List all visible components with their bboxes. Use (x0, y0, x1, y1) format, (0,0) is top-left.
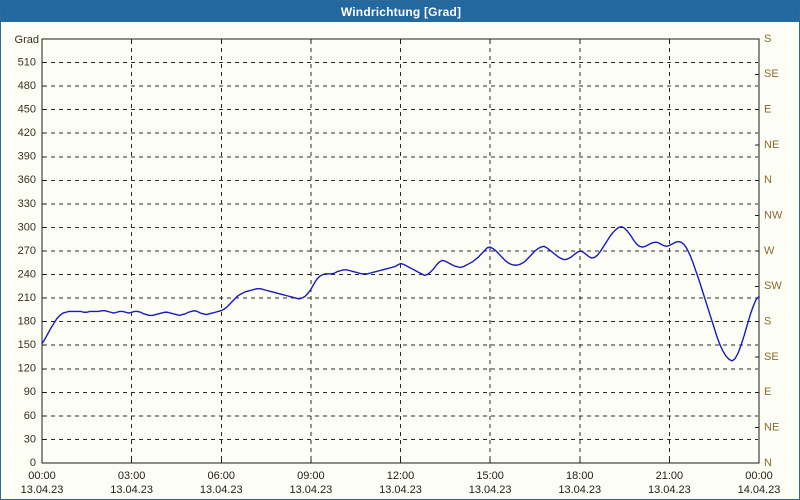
compass-tick-label: N (764, 174, 772, 186)
compass-tick-label: S (764, 316, 771, 328)
x-axis-date-label: 13.04.23 (558, 484, 601, 496)
x-axis-labels: 00:00 13.04.23 03:00 13.04.23 06:00 13.04.23 0… (21, 470, 781, 496)
chart-canvas: 0 30 60 90 120 150 180 210 240 270 300 330 360 390 420… (1, 22, 799, 499)
x-axis-date-label: 13.04.23 (289, 484, 332, 496)
y-axis-tick-label: 0 (30, 457, 36, 469)
y-axis-tick-label: 150 (18, 339, 36, 351)
compass-tick-label: NW (764, 210, 783, 222)
compass-tick-label: SW (764, 280, 782, 292)
y-axis-tick-label: 300 (18, 221, 36, 233)
y-axis-caption: Grad (15, 34, 39, 46)
x-axis-time-label: 00:00 (745, 470, 773, 482)
x-axis-time-label: 00:00 (28, 470, 56, 482)
y-axis-right-labels: N NE E SE S SW W NW N NE E SE S (764, 33, 783, 469)
compass-tick-label: SE (764, 351, 779, 363)
y-axis-left-labels: 0 30 60 90 120 150 180 210 240 270 300 330 360 390 420… (18, 56, 36, 468)
y-axis-tick-label: 360 (18, 174, 36, 186)
x-axis-time-label: 03:00 (118, 470, 146, 482)
y-axis-tick-label: 90 (24, 386, 36, 398)
x-axis-date-label: 13.04.23 (200, 484, 243, 496)
x-axis-time-label: 09:00 (297, 470, 325, 482)
y-axis-tick-label: 120 (18, 363, 36, 375)
y-axis-tick-label: 60 (24, 410, 36, 422)
y-axis-tick-label: 330 (18, 198, 36, 210)
series-windrichtung (41, 225, 760, 362)
window-title-bar: Windrichtung [Grad] (1, 1, 799, 22)
compass-tick-label: NE (764, 139, 779, 151)
x-axis-date-label: 14.04.23 (738, 484, 781, 496)
x-axis-time-label: 15:00 (476, 470, 504, 482)
y-axis-tick-label: 510 (18, 56, 36, 68)
y-axis-tick-label: 420 (18, 127, 36, 139)
x-axis-date-label: 13.04.23 (469, 484, 512, 496)
plot-frame (41, 38, 760, 464)
x-axis-time-label: 12:00 (387, 470, 415, 482)
compass-tick-label: N (764, 457, 772, 469)
wind-direction-line-chart: 0 30 60 90 120 150 180 210 240 270 300 330 360 390 420… (1, 22, 799, 499)
x-axis-time-label: 06:00 (207, 470, 235, 482)
y-axis-tick-label: 390 (18, 151, 36, 163)
x-axis-date-label: 13.04.23 (648, 484, 691, 496)
y-axis-tick-label: 450 (18, 104, 36, 116)
y-axis-tick-label: 30 (24, 433, 36, 445)
y-axis-tick-label: 480 (18, 80, 36, 92)
x-axis-time-label: 21:00 (656, 470, 684, 482)
compass-tick-label: W (764, 245, 775, 257)
x-axis-date-label: 13.04.23 (21, 484, 64, 496)
y-axis-tick-label: 180 (18, 316, 36, 328)
x-axis-time-label: 18:00 (566, 470, 594, 482)
y-axis-tick-label: 270 (18, 245, 36, 257)
y-axis-tick-label: 240 (18, 268, 36, 280)
compass-tick-label: SE (764, 68, 779, 80)
y-axis-tick-label: 210 (18, 292, 36, 304)
page-title: Windrichtung [Grad] (340, 4, 462, 19)
chart-background (1, 22, 799, 499)
x-axis-date-label: 13.04.23 (379, 484, 422, 496)
compass-tick-label: E (764, 104, 771, 116)
compass-tick-label: NE (764, 422, 779, 434)
compass-tick-label: S (764, 33, 771, 45)
grid-lines (43, 40, 758, 462)
compass-tick-label: E (764, 386, 771, 398)
x-axis-date-label: 13.04.23 (110, 484, 153, 496)
